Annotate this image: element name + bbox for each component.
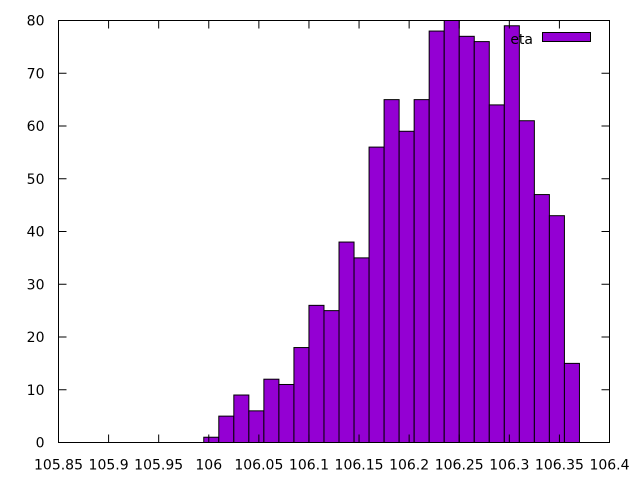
y-tick-label-3: 30 xyxy=(27,277,45,293)
y-tick-label-6: 60 xyxy=(27,119,45,135)
tick-labels-layer: 0 10 20 30 40 50 60 70 80 105.85 105.9 105.95 106 106… xyxy=(27,14,630,474)
histogram-bar-21 xyxy=(518,120,535,443)
histogram-bar-15 xyxy=(428,30,445,444)
x-tick-label-9: 106.3 xyxy=(489,458,529,474)
histogram-bar-14 xyxy=(413,99,430,444)
histogram-bar-12 xyxy=(383,99,400,444)
x-tick-label-3: 106 xyxy=(195,458,222,474)
histogram-bar-5 xyxy=(278,383,295,444)
histogram-bar-17 xyxy=(458,35,475,443)
histogram-bar-0 xyxy=(203,436,220,444)
histogram-bar-10 xyxy=(353,257,370,444)
ticks-layer xyxy=(58,20,610,443)
x-tick-label-0: 105.85 xyxy=(34,458,83,474)
histogram-bar-13 xyxy=(398,130,415,444)
y-tick-label-2: 20 xyxy=(27,330,45,346)
legend: eta xyxy=(510,32,591,48)
histogram-bar-11 xyxy=(368,146,385,443)
histogram-bar-1 xyxy=(218,415,235,444)
y-tick-label-1: 10 xyxy=(27,383,45,399)
histogram-bar-19 xyxy=(488,104,505,444)
histogram-bar-8 xyxy=(323,310,340,444)
y-tick-label-0: 0 xyxy=(36,436,45,452)
x-tick-label-1: 105.9 xyxy=(89,458,129,474)
histogram-bar-22 xyxy=(533,194,550,443)
histogram-bar-16 xyxy=(443,20,460,443)
histogram-bar-20 xyxy=(503,25,520,444)
legend-label-eta: eta xyxy=(510,32,533,48)
y-tick-label-5: 50 xyxy=(27,172,45,188)
y-tick-label-8: 80 xyxy=(27,14,45,30)
y-tick-label-7: 70 xyxy=(27,66,45,82)
x-tick-label-5: 106.1 xyxy=(289,458,329,474)
x-tick-label-4: 106.05 xyxy=(234,458,283,474)
x-tick-label-6: 106.15 xyxy=(335,458,384,474)
histogram-bar-4 xyxy=(263,378,280,444)
x-tick-label-8: 106.25 xyxy=(435,458,484,474)
histogram-bar-24 xyxy=(563,362,580,444)
x-tick-label-2: 105.95 xyxy=(134,458,183,474)
histogram-bar-3 xyxy=(248,410,265,444)
histogram-bar-2 xyxy=(233,394,250,443)
histogram-bar-7 xyxy=(308,304,325,443)
histogram-bar-18 xyxy=(473,41,490,443)
legend-swatch-eta xyxy=(542,32,591,42)
x-tick-label-10: 106.35 xyxy=(535,458,584,474)
histogram-bar-23 xyxy=(548,215,565,443)
x-tick-label-7: 106.2 xyxy=(389,458,429,474)
y-tick-label-4: 40 xyxy=(27,225,45,241)
x-tick-label-11: 106.4 xyxy=(589,458,629,474)
bars-layer xyxy=(203,20,580,444)
histogram-bar-6 xyxy=(293,347,310,443)
histogram-bar-9 xyxy=(338,241,355,443)
